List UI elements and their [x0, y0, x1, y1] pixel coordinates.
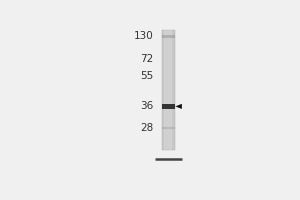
Text: 55: 55	[140, 71, 154, 81]
FancyBboxPatch shape	[162, 30, 175, 150]
Polygon shape	[176, 104, 182, 109]
FancyBboxPatch shape	[164, 30, 172, 150]
Text: 72: 72	[140, 54, 154, 64]
Text: 36: 36	[140, 101, 154, 111]
Bar	[162, 35, 175, 38]
Text: 130: 130	[134, 31, 154, 41]
Bar	[162, 127, 175, 129]
Text: 28: 28	[140, 123, 154, 133]
Bar	[162, 104, 175, 109]
